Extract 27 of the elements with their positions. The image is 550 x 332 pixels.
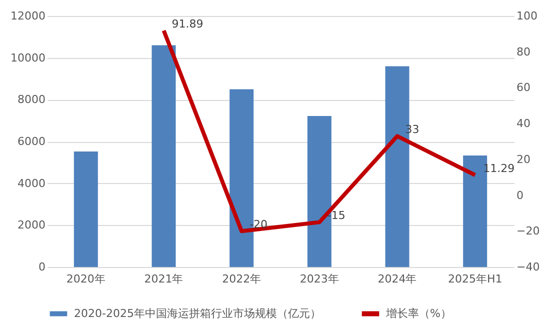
y2-tick-label: 60 [516, 81, 530, 94]
x-tick-label: 2025年H1 [448, 272, 502, 286]
y2-tick-label: 20 [516, 152, 530, 166]
line-series [162, 28, 478, 234]
y2-tick-label: 100 [516, 10, 538, 22]
y2-tick-label: −40 [516, 260, 540, 274]
x-tick-label: 2023年 [300, 272, 339, 286]
y2-tick-label: 40 [516, 117, 530, 130]
bar [152, 45, 176, 267]
y-tick-label: 8000 [18, 93, 46, 106]
y-tick-label: 2000 [18, 218, 46, 232]
y-tick-label: 6000 [18, 135, 46, 148]
y-tick-label: 0 [38, 260, 46, 274]
data-label: 91.89 [172, 18, 204, 31]
y-tick-label: 12000 [10, 10, 46, 22]
bar [74, 152, 98, 267]
y2-tick-label: −20 [516, 224, 540, 238]
x-tick-label: 2021年 [144, 272, 184, 286]
y2-tick-label: 0 [516, 188, 524, 202]
x-tick-label: 2020年 [66, 272, 106, 286]
legend-label: 增长率（%） [385, 306, 452, 320]
y-tick-label: 10000 [10, 51, 46, 64]
x-tick-label: 2024年 [378, 272, 417, 286]
legend-label: 2020-2025年中国海运拼箱行业市场规模（亿元） [74, 306, 321, 320]
x-tick-label: 2022年 [222, 272, 262, 286]
y2-tick-label: 80 [516, 45, 530, 58]
y-tick-label: 4000 [18, 176, 46, 190]
